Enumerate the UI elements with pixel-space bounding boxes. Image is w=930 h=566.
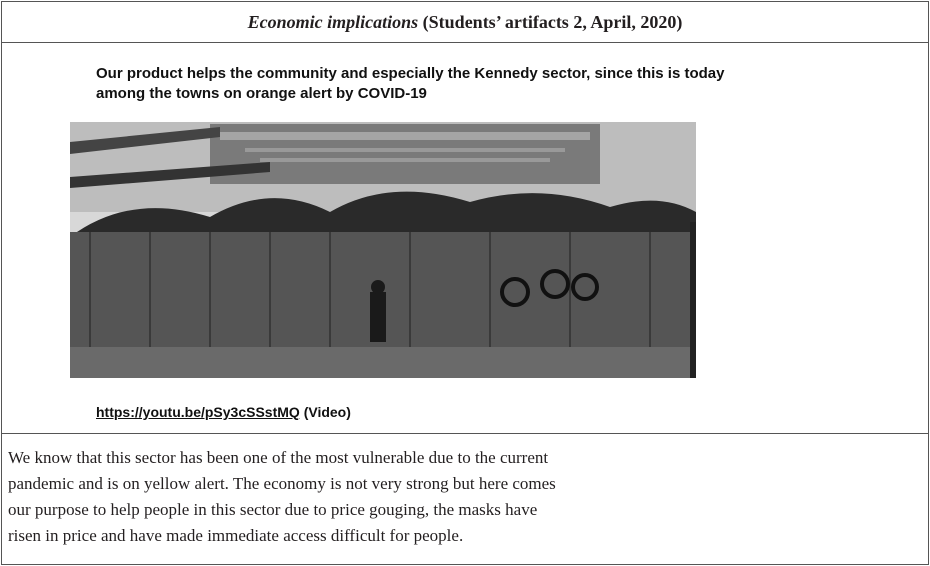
video-link[interactable]: https://youtu.be/pSy3cSSstMQ xyxy=(96,404,300,420)
body-line: We know that this sector has been one of… xyxy=(8,445,556,471)
header-italic: Economic implications xyxy=(248,12,419,32)
body-text: We know that this sector has been one of… xyxy=(8,445,556,549)
page: Economic implications (Students’ artifac… xyxy=(0,0,930,566)
table-header: Economic implications (Students’ artifac… xyxy=(2,2,928,42)
body-line: risen in price and have made immediate a… xyxy=(8,523,556,549)
artifact-photo xyxy=(70,122,696,378)
video-link-line: https://youtu.be/pSy3cSSstMQ (Video) xyxy=(96,404,351,420)
link-note: (Video) xyxy=(304,404,351,420)
caption-line: Our product helps the community and espe… xyxy=(96,64,725,84)
header-rest: (Students’ artifacts 2, April, 2020) xyxy=(423,12,683,32)
row-divider xyxy=(1,433,929,434)
body-line: our purpose to help people in this secto… xyxy=(8,497,556,523)
artifact-caption: Our product helps the community and espe… xyxy=(96,64,725,104)
row-divider xyxy=(1,42,929,43)
caption-line: among the towns on orange alert by COVID… xyxy=(96,84,725,104)
body-line: pandemic and is on yellow alert. The eco… xyxy=(8,471,556,497)
